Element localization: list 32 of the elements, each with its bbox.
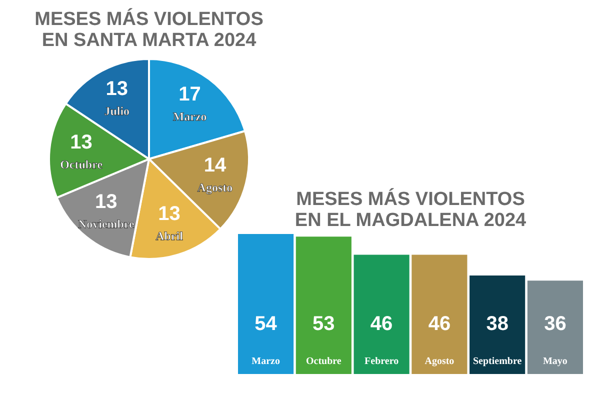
- bar: [354, 254, 410, 374]
- x-tick-label: Agosto: [424, 356, 454, 367]
- slice-label: Octubre: [60, 158, 104, 172]
- bar: [238, 234, 294, 374]
- data-label: 46: [370, 313, 393, 335]
- data-label: 54: [254, 313, 278, 335]
- x-tick-label: Marzo: [252, 356, 280, 367]
- slice-label: Abril: [156, 228, 184, 243]
- slice-label: Agosto: [197, 180, 233, 195]
- x-tick-label: Febrero: [364, 356, 399, 367]
- data-label: 13: [95, 190, 118, 213]
- x-tick-label: Septiembre: [472, 356, 522, 367]
- data-label: 38: [486, 313, 508, 335]
- x-tick-label: Octubre: [306, 356, 342, 367]
- data-label: 36: [544, 313, 566, 335]
- data-label: 53: [312, 313, 335, 335]
- bar: [412, 254, 468, 374]
- bar: [470, 275, 526, 374]
- bar: [527, 280, 583, 374]
- slice-label: Noviembre: [78, 216, 136, 231]
- data-label: 13: [70, 132, 92, 154]
- data-label: 14: [204, 154, 227, 177]
- data-label: 17: [178, 84, 201, 106]
- data-label: 13: [106, 78, 128, 100]
- bar: [296, 236, 352, 374]
- x-tick-label: Mayo: [542, 356, 568, 367]
- slice-label: Julio: [104, 104, 130, 118]
- data-label: 13: [158, 202, 180, 225]
- chart-title: MESES MÁS VIOLENTOS EN EL MAGDALENA 2024: [294, 188, 527, 231]
- chart-title: MESES MÁS VIOLENTOS EN SANTA MARTA 2024: [34, 8, 264, 51]
- slice-label: Marzo: [172, 110, 207, 124]
- data-label: 46: [428, 313, 451, 335]
